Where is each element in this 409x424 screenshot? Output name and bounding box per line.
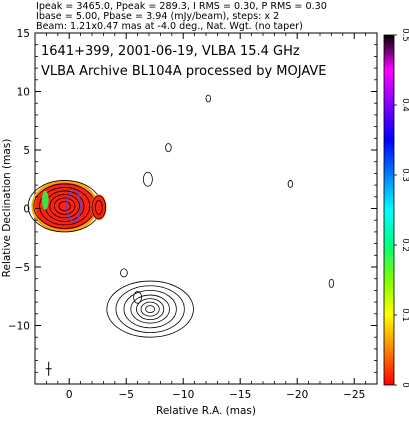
x-axis-label: Relative R.A. (mas) xyxy=(156,405,256,417)
x-tick-label: 0 xyxy=(66,389,73,401)
x-tick-label: −25 xyxy=(343,389,365,401)
colorbar-tick-label: 0.5 xyxy=(400,28,409,42)
contour-line xyxy=(133,291,142,304)
contour-line xyxy=(106,280,194,338)
colorbar-ticks: 0 0.1 0.2 0.3 0.4 0.5 xyxy=(394,28,409,388)
contour-line xyxy=(140,301,160,317)
contour-line xyxy=(49,194,80,219)
annotation-line-1: 1641+399, 2001-06-19, VLBA 15.4 GHz xyxy=(41,44,300,59)
y-tick-label: 10 xyxy=(17,87,30,99)
contour-line xyxy=(58,201,71,212)
y-tick-label: −10 xyxy=(8,321,30,333)
y-axis-ticks: 15 10 5 0 −5 −10 xyxy=(8,28,377,373)
colorbar xyxy=(383,34,395,386)
contour-line xyxy=(120,268,128,278)
header-line-2: Ibase = 5.00, Pbase = 3.94 (mJy/beam), s… xyxy=(36,11,279,22)
polarization-fill xyxy=(92,195,106,220)
contour-layer xyxy=(27,94,335,376)
x-tick-label: −10 xyxy=(172,389,194,401)
contour-line xyxy=(145,305,156,314)
header-line-3: Beam: 1.21x0.47 mas at -4.0 deg., Nat. W… xyxy=(36,21,303,32)
x-tick-label: −20 xyxy=(286,389,308,401)
x-tick-label: −5 xyxy=(118,389,133,401)
y-tick-label: 15 xyxy=(17,28,30,40)
contour-line xyxy=(123,289,177,329)
header-line-1: Ipeak = 3465.0, Ppeak = 289.3, I RMS = 0… xyxy=(36,1,327,12)
contour-line xyxy=(115,285,185,333)
contour-line xyxy=(39,187,91,226)
colorbar-tick-label: 0.2 xyxy=(400,238,409,252)
contour-line xyxy=(136,298,165,321)
colorbar-tick-label: 0.1 xyxy=(400,308,409,322)
y-tick-label: 0 xyxy=(23,204,30,216)
y-tick-label: 5 xyxy=(23,145,30,157)
contour-line xyxy=(53,197,76,215)
header-block: Ipeak = 3465.0, Ppeak = 289.3, I RMS = 0… xyxy=(36,1,327,32)
colorbar-tick-label: 0 xyxy=(400,382,409,387)
y-tick-label: −5 xyxy=(15,262,30,274)
colorbar-tick-label: 0.4 xyxy=(400,98,409,112)
x-axis-ticks: 0 −5 −10 −15 −20 −25 xyxy=(34,33,378,401)
x-tick-label: −15 xyxy=(229,389,251,401)
colorbar-tick-label: 0.3 xyxy=(400,168,409,182)
y-axis-label: Relative Declination (mas) xyxy=(1,139,13,278)
annotation-line-2: VLBA Archive BL104A processed by MOJAVE xyxy=(41,64,327,79)
polarization-edge-blue xyxy=(66,190,82,222)
polarization-fill-green xyxy=(41,190,49,210)
contour-line xyxy=(165,143,172,153)
polarization-fill xyxy=(35,182,95,230)
contour-line xyxy=(130,294,170,324)
contour-line xyxy=(95,199,103,215)
contour-line xyxy=(287,180,294,188)
contour-line xyxy=(205,94,211,103)
contour-line xyxy=(142,171,153,187)
contour-line xyxy=(328,278,335,288)
contour-line xyxy=(91,195,107,220)
